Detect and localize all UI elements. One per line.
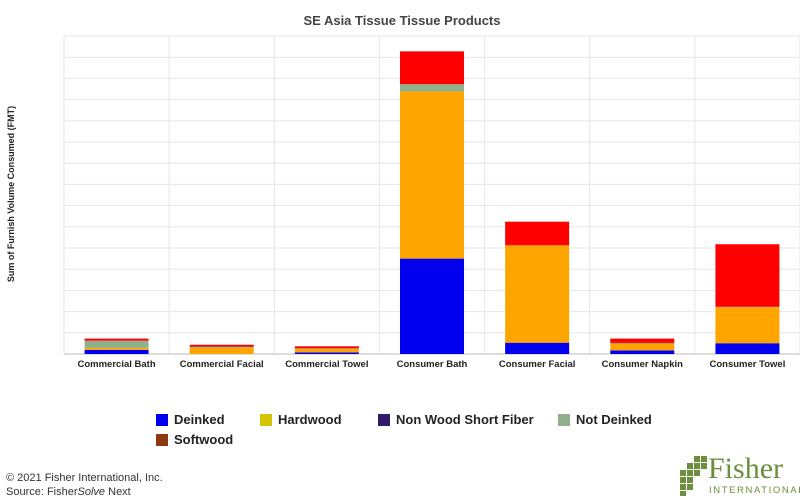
legend-label: Softwood: [174, 432, 234, 447]
legend-swatch: [558, 413, 570, 426]
bar-segment-deinked: [505, 342, 570, 354]
x-tick-label: Consumer Napkin: [602, 359, 683, 370]
legend-swatch: [156, 413, 168, 426]
legend-item-not-deinked: Not Deinked: [558, 412, 652, 427]
bar-segment-hardwood: [189, 347, 254, 354]
logo-mark-icon: [680, 456, 707, 496]
legend-item-hardwood: Hardwood: [260, 412, 342, 427]
bar-segment-softwood: [400, 51, 464, 85]
fisher-logo: Fisher INTERNATIONAL: [676, 452, 800, 498]
bar-segment-softwood: [715, 244, 780, 307]
bar-segment-deinked: [610, 350, 675, 354]
bar-segment-hardwood: [505, 245, 570, 343]
x-tick-label: Commercial Bath: [78, 359, 156, 370]
bar-segment-deinked: [84, 349, 149, 354]
x-tick-label: Consumer Towel: [710, 359, 786, 370]
x-tick-label: Commercial Facial: [180, 359, 264, 370]
bar-segment-not-deinked: [189, 346, 254, 348]
bar-segment-hardwood: [610, 343, 675, 351]
bar-segment-non-wood-short-fiber: [610, 342, 675, 344]
legend-label: Hardwood: [278, 412, 342, 427]
x-tick-label: Consumer Facial: [499, 359, 576, 370]
legend-item-non-wood-short-fiber: Non Wood Short Fiber: [378, 412, 534, 427]
legend-item-softwood: Softwood: [156, 432, 233, 447]
source-italic: Solve: [77, 486, 106, 498]
x-tick-label: Commercial Towel: [285, 359, 368, 370]
bar-segment-softwood: [189, 344, 254, 347]
bar-segment-not-deinked: [84, 340, 149, 348]
source-suffix: Next: [105, 486, 131, 498]
x-tick-label: Consumer Bath: [397, 359, 468, 370]
legend-label: Deinked: [174, 412, 225, 427]
source-text: Source: FisherSolve Next: [6, 485, 163, 499]
footer: © 2021 Fisher International, Inc. Source…: [6, 471, 163, 499]
bar-segment-deinked: [400, 258, 464, 354]
x-tick-labels: Commercial Bath Commercial Facial Commerci…: [78, 359, 786, 370]
bar-segment-not-deinked: [400, 84, 464, 92]
bar-segment-softwood: [610, 338, 675, 343]
bar-segment-softwood: [294, 346, 359, 349]
logo-subtitle: INTERNATIONAL: [709, 485, 800, 496]
bar-segment-deinked: [715, 343, 780, 354]
legend-swatch: [378, 413, 390, 426]
bars: [84, 51, 780, 354]
y-axis-label: Sum of Furnish Volume Consumed (FMT): [6, 106, 16, 282]
bar-segment-hardwood: [400, 91, 464, 259]
source-prefix: Source: Fisher: [6, 486, 78, 498]
copyright-text: © 2021 Fisher International, Inc.: [6, 472, 163, 484]
legend-label: Non Wood Short Fiber: [396, 412, 534, 427]
chart-title: SE Asia Tissue Tissue Products: [303, 13, 500, 28]
bar-segment-hardwood: [84, 347, 149, 350]
legend-item-deinked: Deinked: [156, 412, 225, 427]
bar-segment-hardwood: [294, 348, 359, 353]
bar-segment-not-deinked: [294, 348, 359, 349]
legend-label: Not Deinked: [576, 412, 652, 427]
bar-segment-hardwood: [715, 307, 780, 344]
bar-segment-softwood: [84, 338, 149, 341]
bar-segment-not-deinked: [715, 306, 780, 308]
legend-swatch: [156, 433, 168, 446]
bar-segment-deinked: [294, 352, 359, 354]
legend-swatch: [260, 413, 272, 426]
bar-segment-softwood: [505, 221, 570, 246]
logo-wordmark: Fisher: [708, 452, 783, 485]
